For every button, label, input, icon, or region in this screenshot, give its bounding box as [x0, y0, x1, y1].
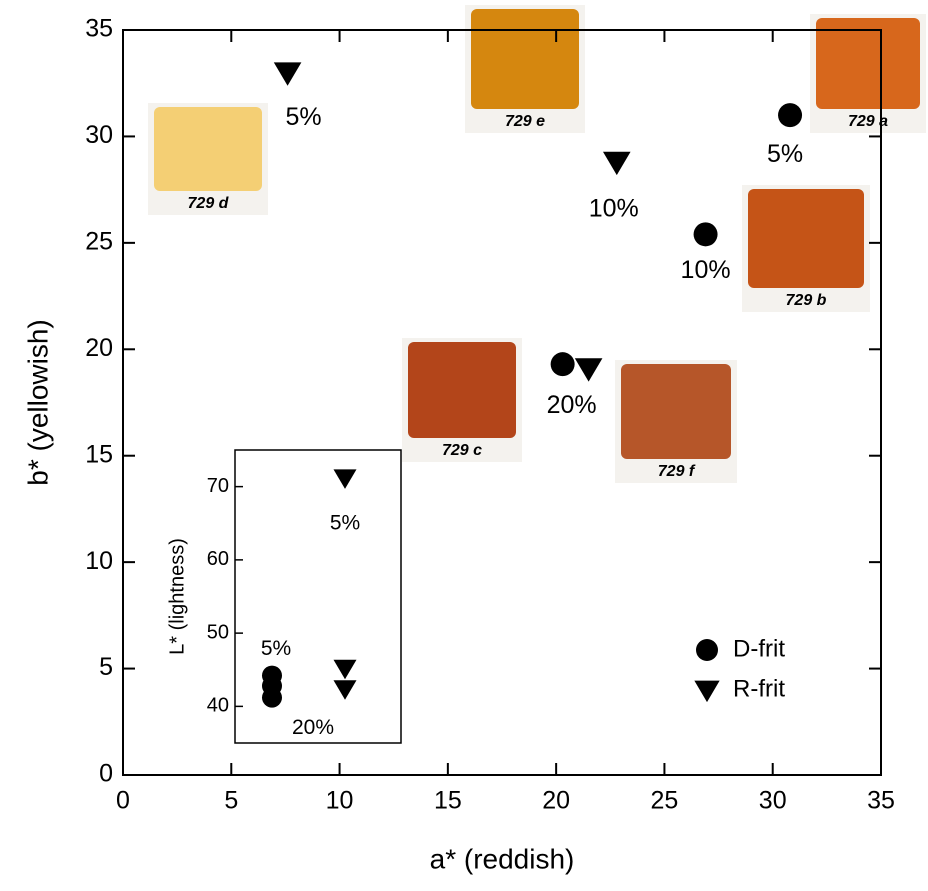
triangle-marker: [333, 680, 357, 700]
circle-marker: [262, 687, 282, 708]
y-axis-title: b* (yellowish): [22, 319, 53, 486]
swatch-glaze: [748, 189, 864, 288]
circle-marker: [696, 639, 718, 661]
inset-y-tick-label: 70: [207, 475, 229, 497]
circle-marker: [778, 103, 803, 128]
legend-label: D-frit: [733, 635, 785, 662]
x-tick-label: 35: [867, 787, 895, 815]
point-label: 5%: [767, 140, 803, 168]
x-tick-label: 10: [326, 787, 354, 815]
y-tick-label: 0: [99, 760, 113, 788]
x-tick-label: 30: [759, 787, 787, 815]
swatch-label: 729 a: [848, 113, 888, 130]
x-tick-label: 0: [116, 787, 130, 815]
y-tick-label: 20: [85, 334, 113, 362]
inset-point-label: 20%: [292, 716, 334, 739]
swatch-glaze: [621, 364, 731, 459]
swatch: 729 f: [615, 360, 737, 483]
swatch-glaze: [816, 18, 920, 109]
circle-marker: [693, 222, 718, 247]
swatch: 729 d: [148, 103, 268, 215]
x-tick-label: 5: [224, 787, 238, 815]
y-tick-label: 15: [85, 440, 113, 468]
x-tick-label: 15: [434, 787, 462, 815]
inset-frame: [234, 449, 402, 744]
swatch-glaze: [471, 9, 579, 109]
swatch-label: 729 b: [786, 292, 827, 309]
triangle-marker: [602, 151, 631, 176]
swatch-label: 729 c: [442, 442, 482, 459]
swatch-label: 729 e: [505, 113, 545, 130]
y-tick-label: 30: [85, 121, 113, 149]
x-tick-label: 25: [651, 787, 679, 815]
y-tick-label: 25: [85, 227, 113, 255]
swatch: 729 c: [402, 338, 522, 462]
circle-marker: [550, 352, 575, 377]
inset-y-tick-label: 60: [207, 548, 229, 570]
y-tick-label: 5: [99, 653, 113, 681]
y-tick-label: 10: [85, 547, 113, 575]
point-label: 10%: [589, 195, 639, 223]
point-label: 10%: [681, 256, 731, 284]
inset-point-label: 5%: [330, 511, 360, 534]
swatch: 729 e: [465, 5, 585, 133]
triangle-marker: [694, 680, 720, 703]
swatch-glaze: [408, 342, 516, 438]
triangle-marker: [333, 659, 357, 680]
inset-y-tick-label: 50: [207, 621, 229, 643]
inset-y-tick-label: 40: [207, 695, 229, 717]
triangle-marker: [333, 469, 357, 489]
inset-point-label: 5%: [261, 637, 291, 660]
swatch-label: 729 f: [658, 463, 696, 480]
swatch: 729 a: [810, 14, 926, 133]
legend-label: R-frit: [733, 675, 785, 702]
triangle-marker: [273, 62, 302, 86]
x-tick-label: 20: [542, 787, 570, 815]
swatch-glaze: [154, 107, 262, 191]
point-label: 20%: [547, 391, 597, 419]
inset-y-axis-title: L* (lightness): [166, 538, 188, 655]
x-axis-title: a* (reddish): [430, 843, 575, 874]
plot-frame: [122, 29, 882, 776]
swatch-label: 729 d: [188, 195, 230, 212]
swatch: 729 b: [742, 185, 870, 312]
y-tick-label: 35: [85, 15, 113, 43]
triangle-marker: [574, 358, 603, 382]
point-label: 5%: [286, 103, 322, 131]
